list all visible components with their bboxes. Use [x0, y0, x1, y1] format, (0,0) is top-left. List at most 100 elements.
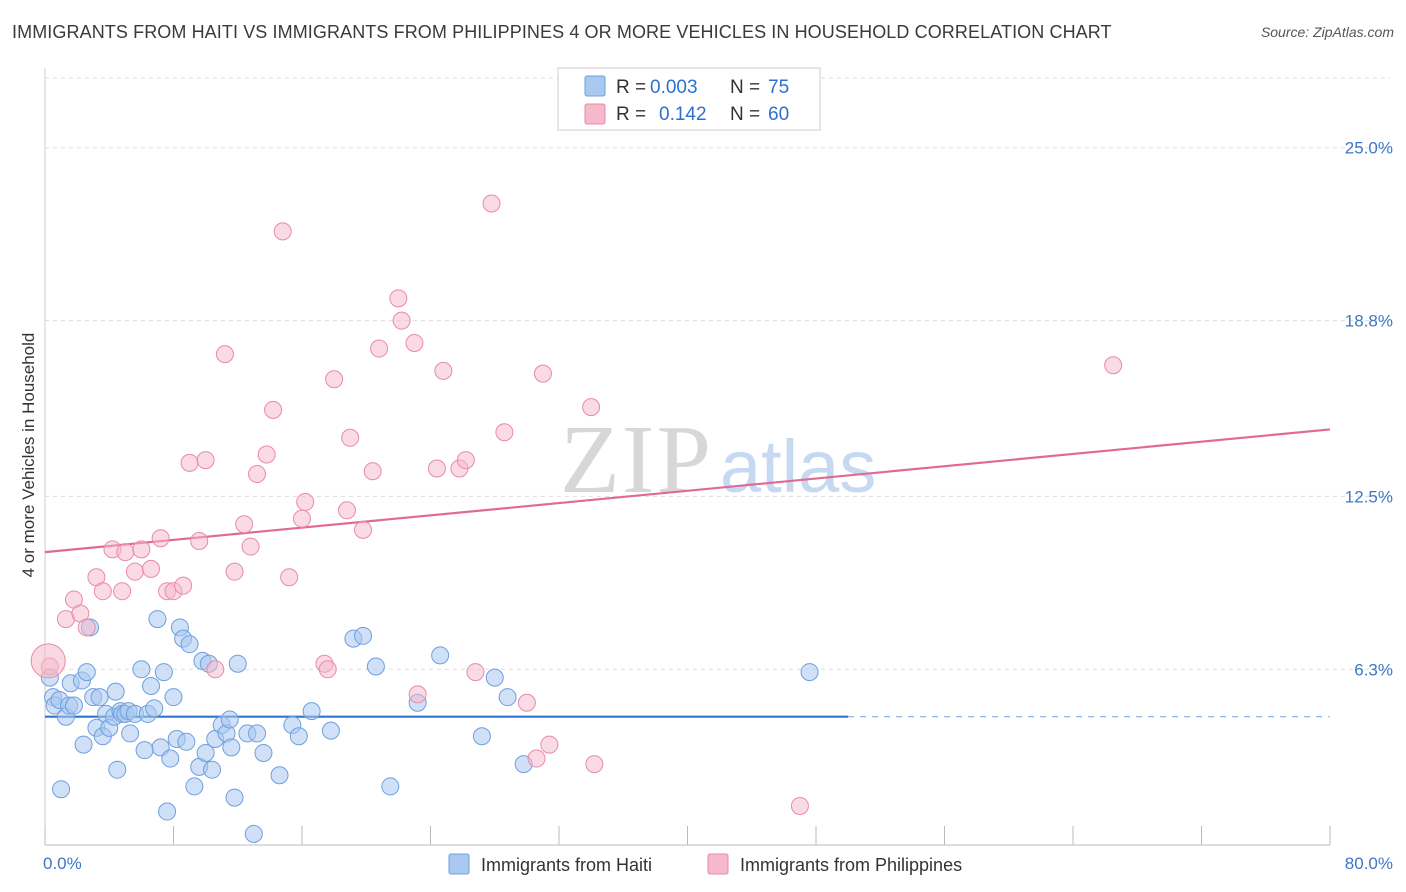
philippines-point — [408, 685, 427, 704]
haiti-point — [196, 743, 215, 762]
philippines-point — [241, 537, 260, 556]
philippines-point — [389, 289, 408, 308]
haiti-point — [132, 660, 151, 679]
y-tick-label-0: 6.3% — [1354, 660, 1393, 679]
philippines-point — [77, 618, 96, 637]
gridlines — [45, 77, 1390, 670]
legend-n-value-haiti: 75 — [768, 77, 789, 98]
philippines-points — [30, 194, 1123, 815]
philippines-point — [293, 509, 311, 528]
y-tick-label-2: 18.8% — [1345, 312, 1393, 331]
philippines-trend-line — [44, 428, 1331, 554]
trend-lines — [44, 428, 1331, 718]
haiti-point — [289, 727, 308, 746]
philippines-point — [392, 311, 411, 330]
series-legend: Immigrants from Haiti Immigrants from Ph… — [448, 853, 962, 875]
x-tick-label-max: 80.0% — [1345, 854, 1393, 873]
philippines-point — [517, 693, 536, 712]
philippines-point — [370, 339, 389, 358]
haiti-points — [40, 610, 819, 843]
haiti-point — [164, 688, 183, 707]
haiti-point — [498, 688, 517, 707]
haiti-point — [220, 710, 239, 729]
haiti-point — [485, 668, 504, 687]
bottom-legend-swatch-haiti — [448, 853, 470, 875]
haiti-point — [800, 663, 819, 682]
haiti-point — [472, 727, 491, 746]
source-label: Source: ZipAtlas.com — [1260, 24, 1394, 40]
philippines-point — [273, 222, 292, 241]
haiti-point — [177, 732, 196, 751]
philippines-point — [296, 492, 315, 511]
philippines-point — [790, 796, 809, 815]
haiti-point — [431, 646, 450, 665]
y-tick-labels: 6.3% 12.5% 18.8% 25.0% — [1345, 139, 1393, 680]
philippines-point — [125, 562, 144, 581]
y-tick-label-3: 25.0% — [1345, 139, 1393, 158]
philippines-point — [215, 345, 234, 364]
legend-r-value-haiti: 0.003 — [650, 77, 698, 98]
haiti-point — [161, 749, 180, 768]
legend-swatch-philippines — [584, 103, 606, 125]
legend-n-label-haiti: N = — [730, 77, 760, 98]
chart-title: IMMIGRANTS FROM HAITI VS IMMIGRANTS FROM… — [12, 22, 1112, 42]
philippines-point — [196, 451, 215, 470]
haiti-point — [228, 654, 247, 673]
philippines-point — [337, 501, 356, 520]
haiti-point — [154, 663, 173, 682]
haiti-point — [203, 760, 222, 779]
legend-n-value-philippines: 60 — [768, 104, 789, 125]
philippines-point — [30, 643, 66, 679]
haiti-point — [225, 788, 244, 807]
philippines-point — [1104, 356, 1123, 375]
watermark-zip: ZIP — [560, 406, 713, 514]
philippines-point — [190, 531, 209, 550]
philippines-point — [585, 755, 604, 774]
philippines-point — [363, 462, 382, 481]
philippines-point — [434, 361, 453, 380]
philippines-point — [533, 364, 552, 383]
philippines-point — [225, 562, 244, 581]
bottom-legend-philippines: Immigrants from Philippines — [740, 855, 962, 875]
haiti-point — [52, 780, 71, 799]
haiti-point — [121, 724, 140, 743]
philippines-point — [354, 520, 373, 539]
philippines-point — [495, 423, 514, 442]
legend-r-value-philippines: 0.142 — [659, 104, 707, 125]
haiti-point — [222, 738, 241, 757]
philippines-point — [116, 543, 135, 562]
legend-r-label-philippines: R = — [616, 104, 646, 125]
haiti-point — [366, 657, 385, 676]
philippines-point — [318, 660, 337, 679]
philippines-point — [482, 194, 501, 213]
haiti-point — [142, 677, 161, 696]
haiti-point — [158, 802, 177, 821]
philippines-point — [527, 749, 546, 768]
legend-swatch-haiti — [584, 75, 606, 97]
philippines-point — [466, 663, 485, 682]
philippines-point — [93, 582, 112, 601]
haiti-point — [145, 699, 164, 718]
philippines-point — [264, 400, 283, 419]
haiti-point — [270, 766, 289, 785]
bottom-legend-haiti: Immigrants from Haiti — [481, 855, 652, 875]
philippines-point — [206, 660, 225, 679]
philippines-point — [248, 465, 267, 484]
philippines-point — [180, 453, 199, 472]
haiti-point — [74, 735, 93, 754]
philippines-point — [174, 576, 193, 595]
haiti-point — [185, 777, 204, 796]
haiti-point — [108, 760, 127, 779]
philippines-point — [582, 398, 601, 417]
philippines-point — [405, 333, 424, 352]
legend-r-label-haiti: R = — [616, 77, 646, 98]
philippines-point — [235, 515, 254, 534]
y-axis-label: 4 or more Vehicles in Household — [19, 333, 38, 578]
haiti-point — [148, 610, 167, 629]
legend-n-label-philippines: N = — [730, 104, 760, 125]
philippines-point — [427, 459, 446, 478]
haiti-point — [248, 724, 267, 743]
haiti-point — [64, 696, 83, 715]
haiti-point — [180, 635, 199, 654]
